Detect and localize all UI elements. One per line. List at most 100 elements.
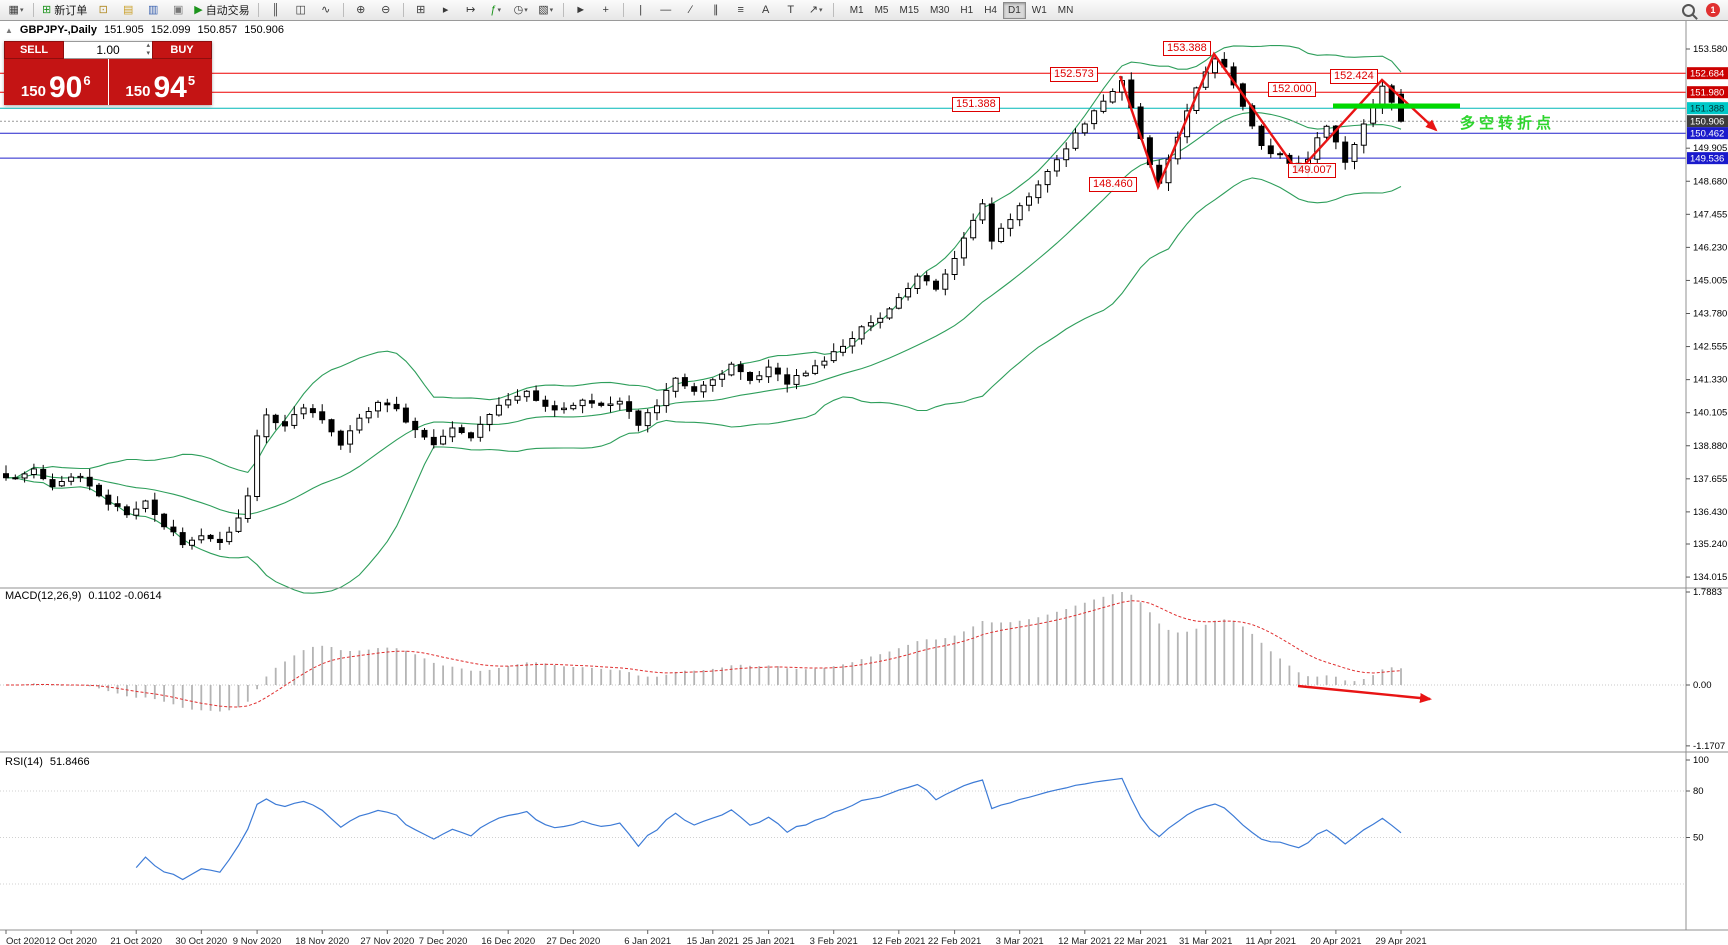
vertical-line-icon[interactable]: |: [629, 1, 653, 20]
buy-button[interactable]: BUY: [152, 41, 212, 59]
price-line-label: 150.462: [1690, 129, 1724, 140]
timeframe-w1[interactable]: W1: [1031, 4, 1047, 16]
price-annotation[interactable]: 153.388: [1163, 41, 1211, 56]
panel-chrome: [0, 20, 1728, 931]
price-annotation[interactable]: 148.460: [1089, 177, 1137, 192]
line-chart-style-icon[interactable]: ∿: [314, 1, 338, 20]
timeframe-d1[interactable]: D1: [1003, 1, 1026, 19]
toolbar-separator: [342, 3, 344, 17]
timeframe-m15[interactable]: M15: [899, 4, 919, 16]
text-icon[interactable]: A: [754, 1, 778, 20]
zoom-in-icon[interactable]: ⊕: [349, 1, 373, 20]
sell-price[interactable]: 150 90 6: [4, 59, 109, 105]
price-annotation[interactable]: 152.573: [1050, 67, 1098, 82]
notification-badge[interactable]: 1: [1706, 3, 1720, 17]
date-axis-label: 12 Oct 2020: [45, 936, 97, 945]
symbol-header: ▲ GBPJPY-,Daily 151.905 152.099 150.857 …: [5, 24, 284, 36]
tile-windows-icon[interactable]: ⊞: [409, 1, 433, 20]
date-axis-label: 6 Jan 2021: [624, 936, 671, 945]
date-axis-label: 22 Mar 2021: [1114, 936, 1167, 945]
volume-input[interactable]: 1.00 ▴ ▾: [64, 41, 152, 59]
timeframe-m30[interactable]: M30: [929, 4, 950, 16]
fibonacci-icon[interactable]: ≡: [729, 1, 753, 20]
arrow-tools-icon[interactable]: ↗ ▾: [804, 1, 828, 20]
rsi-name: RSI(14): [5, 756, 43, 768]
rsi-label: RSI(14) 51.8466: [5, 756, 90, 768]
chevron-down-icon[interactable]: ▾: [549, 7, 554, 14]
date-axis[interactable]: Oct 2020 12 Oct 2020 21 Oct 2020 30 Oct 202…: [5, 930, 1427, 945]
auto-scroll-icon[interactable]: ▸: [434, 1, 458, 20]
date-axis-label: 27 Nov 2020: [360, 936, 414, 945]
candlestick-style-icon: ◫: [295, 3, 306, 16]
window-menu-icon: ▦: [8, 3, 19, 16]
price-scale-label: 141.330: [1693, 375, 1727, 386]
price-annotation[interactable]: 149.007: [1288, 163, 1336, 178]
price-annotation[interactable]: 152.424: [1330, 69, 1378, 84]
volume-value: 1.00: [96, 43, 120, 57]
candlestick-style-icon[interactable]: ◫: [289, 1, 313, 20]
bar-chart-style-icon[interactable]: ║: [264, 1, 288, 20]
macd-signal-line: [6, 600, 1402, 708]
auto-trading-button: ▶: [194, 3, 203, 16]
macd-scale-label: 0.00: [1693, 680, 1712, 691]
macd-scale-label: -1.1707: [1693, 741, 1725, 752]
one-click-panel-toggle[interactable]: ▲: [5, 25, 13, 35]
price-scale-label: 146.230: [1693, 242, 1727, 253]
chevron-down-icon[interactable]: ▾: [524, 7, 528, 14]
sell-button[interactable]: SELL: [4, 41, 64, 59]
periods-icon[interactable]: ◷ ▾: [509, 1, 533, 20]
window-menu-icon[interactable]: ▦ ▾: [4, 1, 28, 20]
price-annotation[interactable]: 151.388: [952, 97, 1000, 112]
horizontal-line-icon[interactable]: —: [654, 1, 678, 20]
label-icon[interactable]: T: [779, 1, 803, 20]
price-annotation[interactable]: 152.000: [1268, 82, 1316, 97]
horizontal-lines[interactable]: [0, 72, 1686, 159]
date-axis-label: Oct 2020: [6, 936, 45, 945]
bollinger-bands: [6, 44, 1402, 594]
market-watch-icon[interactable]: ▤: [116, 1, 140, 20]
price-scale-label: 148.680: [1693, 176, 1727, 187]
timeframe-h4[interactable]: H4: [984, 4, 997, 16]
search-icon[interactable]: [1682, 3, 1695, 17]
chevron-down-icon[interactable]: ▾: [819, 7, 823, 14]
timeframe-h1[interactable]: H1: [960, 4, 974, 16]
templates-icon[interactable]: ▧ ▾: [534, 1, 558, 20]
cursor-icon: ►: [575, 3, 587, 16]
new-order-button[interactable]: ⊞ 新订单: [39, 1, 90, 20]
chart-shift-icon[interactable]: ↦: [459, 1, 483, 20]
price-line-label: 151.388: [1690, 104, 1724, 115]
chevron-down-icon[interactable]: ▾: [497, 7, 501, 14]
channel-icon[interactable]: ∥: [704, 1, 728, 20]
date-axis-label: 15 Jan 2021: [687, 936, 739, 945]
price-scale-label: 153.580: [1693, 44, 1727, 55]
timeframe-mn[interactable]: MN: [1057, 4, 1074, 16]
chart-windows-icon[interactable]: ⊡: [91, 1, 115, 20]
timeframe-m1[interactable]: M1: [849, 4, 864, 16]
timeframe-m5[interactable]: M5: [874, 4, 889, 16]
date-axis-label: 18 Nov 2020: [295, 936, 349, 945]
price-scale-label: 136.430: [1693, 507, 1727, 518]
indicators-icon[interactable]: ƒ ▾: [484, 1, 508, 20]
chart-shift-icon: ↦: [466, 3, 476, 16]
crosshair-icon[interactable]: +: [594, 1, 618, 20]
price-scale[interactable]: 153.580 149.905 148.680 147.455 146.230 145.0…: [1686, 44, 1728, 844]
auto-trading-button[interactable]: ▶ 自动交易: [191, 1, 252, 20]
zoom-out-icon[interactable]: ⊖: [374, 1, 398, 20]
terminal-icon[interactable]: ▣: [166, 1, 190, 20]
toolbar-separator: [402, 3, 404, 17]
buy-price[interactable]: 150 94 5: [108, 59, 212, 105]
data-window-icon[interactable]: ▥: [141, 1, 165, 20]
turning-point-note[interactable]: 多空转折点: [1460, 115, 1556, 132]
cursor-icon[interactable]: ►: [569, 1, 593, 20]
date-axis-label: 20 Apr 2021: [1310, 936, 1361, 945]
rsi-value: 51.8466: [49, 756, 90, 768]
trendline-icon[interactable]: ∕: [679, 1, 703, 20]
macd-trend-arrow[interactable]: [1297, 684, 1432, 703]
ohlc-close: 150.906: [244, 24, 285, 36]
label-icon: T: [787, 3, 795, 16]
volume-stepper[interactable]: ▴ ▾: [146, 42, 150, 57]
chevron-down-icon[interactable]: ▾: [19, 7, 24, 14]
trend-zigzag[interactable]: [1118, 51, 1438, 703]
main-toolbar: ▦ ▾ ⊞ 新订单 ⊡ ▤ ▥ ▣ ▶ 自动交易 ║ ◫ ∿ ⊕ ⊖ ⊞ ▸ ↦ ƒ ▾ ◷ ▾ ▧ ▾ ► + | — ∕ ∥ ≡ A T ↗ ▾…: [0, 0, 1728, 21]
